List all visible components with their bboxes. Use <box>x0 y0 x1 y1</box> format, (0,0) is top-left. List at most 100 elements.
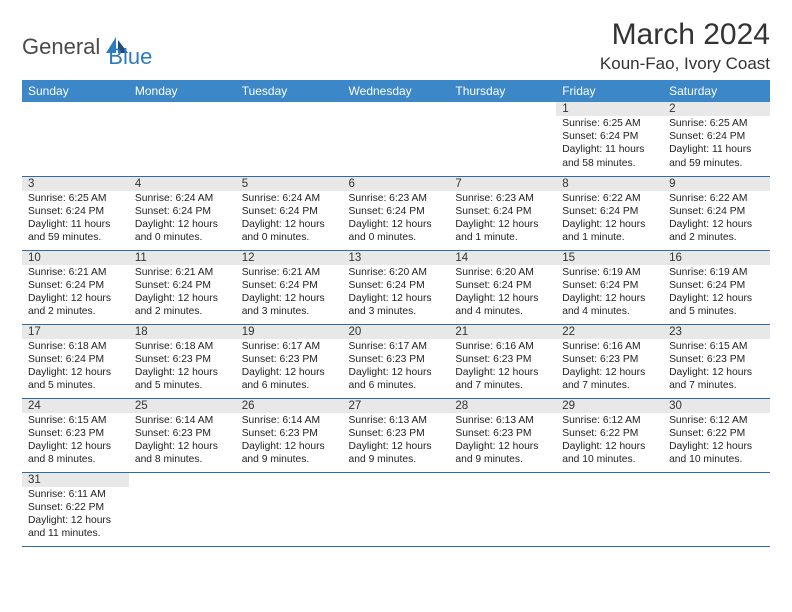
day-details: Sunrise: 6:12 AMSunset: 6:22 PMDaylight:… <box>556 413 663 469</box>
sunrise-text: Sunrise: 6:12 AM <box>669 414 764 427</box>
logo: General Blue <box>22 24 152 70</box>
daylight-text: Daylight: 12 hours and 2 minutes. <box>669 218 764 244</box>
day-number: 15 <box>556 251 663 265</box>
day-details: Sunrise: 6:14 AMSunset: 6:23 PMDaylight:… <box>129 413 236 469</box>
day-number: 23 <box>663 325 770 339</box>
sunrise-text: Sunrise: 6:25 AM <box>669 117 764 130</box>
calendar-day-cell: 23Sunrise: 6:15 AMSunset: 6:23 PMDayligh… <box>663 324 770 398</box>
calendar-day-cell: 26Sunrise: 6:14 AMSunset: 6:23 PMDayligh… <box>236 398 343 472</box>
calendar-day-cell: 27Sunrise: 6:13 AMSunset: 6:23 PMDayligh… <box>343 398 450 472</box>
sunset-text: Sunset: 6:24 PM <box>349 205 444 218</box>
day-number <box>556 473 663 475</box>
page-title: March 2024 <box>600 18 770 52</box>
calendar-day-cell: 21Sunrise: 6:16 AMSunset: 6:23 PMDayligh… <box>449 324 556 398</box>
calendar-day-cell: 6Sunrise: 6:23 AMSunset: 6:24 PMDaylight… <box>343 176 450 250</box>
calendar-day-cell: 5Sunrise: 6:24 AMSunset: 6:24 PMDaylight… <box>236 176 343 250</box>
day-details: Sunrise: 6:24 AMSunset: 6:24 PMDaylight:… <box>236 191 343 247</box>
day-details: Sunrise: 6:11 AMSunset: 6:22 PMDaylight:… <box>22 487 129 543</box>
sunset-text: Sunset: 6:22 PM <box>28 501 123 514</box>
daylight-text: Daylight: 12 hours and 11 minutes. <box>28 514 123 540</box>
logo-text-general: General <box>22 34 100 60</box>
day-number <box>129 473 236 475</box>
calendar-day-cell: 8Sunrise: 6:22 AMSunset: 6:24 PMDaylight… <box>556 176 663 250</box>
sunset-text: Sunset: 6:23 PM <box>242 353 337 366</box>
day-details: Sunrise: 6:20 AMSunset: 6:24 PMDaylight:… <box>343 265 450 321</box>
calendar-day-cell: 2Sunrise: 6:25 AMSunset: 6:24 PMDaylight… <box>663 102 770 176</box>
sunset-text: Sunset: 6:23 PM <box>455 353 550 366</box>
calendar-day-cell <box>236 102 343 176</box>
day-details: Sunrise: 6:25 AMSunset: 6:24 PMDaylight:… <box>22 191 129 247</box>
day-number: 4 <box>129 177 236 191</box>
location-label: Koun-Fao, Ivory Coast <box>600 54 770 74</box>
sunset-text: Sunset: 6:24 PM <box>28 353 123 366</box>
calendar-week-row: 1Sunrise: 6:25 AMSunset: 6:24 PMDaylight… <box>22 102 770 176</box>
day-details: Sunrise: 6:25 AMSunset: 6:24 PMDaylight:… <box>663 116 770 172</box>
calendar-day-cell: 20Sunrise: 6:17 AMSunset: 6:23 PMDayligh… <box>343 324 450 398</box>
daylight-text: Daylight: 12 hours and 6 minutes. <box>242 366 337 392</box>
calendar-day-cell: 13Sunrise: 6:20 AMSunset: 6:24 PMDayligh… <box>343 250 450 324</box>
day-number: 30 <box>663 399 770 413</box>
day-number <box>129 102 236 104</box>
calendar-day-cell: 11Sunrise: 6:21 AMSunset: 6:24 PMDayligh… <box>129 250 236 324</box>
calendar-day-cell: 15Sunrise: 6:19 AMSunset: 6:24 PMDayligh… <box>556 250 663 324</box>
calendar-day-cell: 18Sunrise: 6:18 AMSunset: 6:23 PMDayligh… <box>129 324 236 398</box>
calendar-day-cell: 16Sunrise: 6:19 AMSunset: 6:24 PMDayligh… <box>663 250 770 324</box>
day-number: 17 <box>22 325 129 339</box>
day-number: 21 <box>449 325 556 339</box>
weekday-header: Friday <box>556 80 663 102</box>
day-details: Sunrise: 6:16 AMSunset: 6:23 PMDaylight:… <box>556 339 663 395</box>
daylight-text: Daylight: 12 hours and 9 minutes. <box>242 440 337 466</box>
daylight-text: Daylight: 12 hours and 9 minutes. <box>455 440 550 466</box>
day-number: 9 <box>663 177 770 191</box>
daylight-text: Daylight: 12 hours and 4 minutes. <box>455 292 550 318</box>
day-details: Sunrise: 6:22 AMSunset: 6:24 PMDaylight:… <box>556 191 663 247</box>
calendar-day-cell: 17Sunrise: 6:18 AMSunset: 6:24 PMDayligh… <box>22 324 129 398</box>
day-details: Sunrise: 6:21 AMSunset: 6:24 PMDaylight:… <box>129 265 236 321</box>
daylight-text: Daylight: 12 hours and 7 minutes. <box>669 366 764 392</box>
day-number <box>343 473 450 475</box>
sunrise-text: Sunrise: 6:21 AM <box>28 266 123 279</box>
day-number: 8 <box>556 177 663 191</box>
sunrise-text: Sunrise: 6:14 AM <box>135 414 230 427</box>
daylight-text: Daylight: 12 hours and 1 minute. <box>455 218 550 244</box>
day-number: 1 <box>556 102 663 116</box>
sunrise-text: Sunrise: 6:15 AM <box>28 414 123 427</box>
daylight-text: Daylight: 12 hours and 7 minutes. <box>455 366 550 392</box>
sunset-text: Sunset: 6:23 PM <box>349 427 444 440</box>
day-number: 13 <box>343 251 450 265</box>
daylight-text: Daylight: 12 hours and 4 minutes. <box>562 292 657 318</box>
daylight-text: Daylight: 12 hours and 0 minutes. <box>242 218 337 244</box>
sunset-text: Sunset: 6:24 PM <box>669 130 764 143</box>
sunset-text: Sunset: 6:24 PM <box>28 205 123 218</box>
sunrise-text: Sunrise: 6:12 AM <box>562 414 657 427</box>
sunset-text: Sunset: 6:24 PM <box>455 205 550 218</box>
weekday-header: Wednesday <box>343 80 450 102</box>
calendar-week-row: 31Sunrise: 6:11 AMSunset: 6:22 PMDayligh… <box>22 472 770 546</box>
day-details: Sunrise: 6:22 AMSunset: 6:24 PMDaylight:… <box>663 191 770 247</box>
day-details: Sunrise: 6:25 AMSunset: 6:24 PMDaylight:… <box>556 116 663 172</box>
sunset-text: Sunset: 6:23 PM <box>562 353 657 366</box>
sunset-text: Sunset: 6:23 PM <box>135 353 230 366</box>
calendar-day-cell: 9Sunrise: 6:22 AMSunset: 6:24 PMDaylight… <box>663 176 770 250</box>
sunrise-text: Sunrise: 6:25 AM <box>562 117 657 130</box>
day-details: Sunrise: 6:21 AMSunset: 6:24 PMDaylight:… <box>236 265 343 321</box>
sunset-text: Sunset: 6:24 PM <box>349 279 444 292</box>
calendar-day-cell: 24Sunrise: 6:15 AMSunset: 6:23 PMDayligh… <box>22 398 129 472</box>
daylight-text: Daylight: 12 hours and 10 minutes. <box>562 440 657 466</box>
day-number <box>22 102 129 104</box>
day-number: 7 <box>449 177 556 191</box>
daylight-text: Daylight: 12 hours and 3 minutes. <box>242 292 337 318</box>
day-number: 24 <box>22 399 129 413</box>
day-number <box>236 473 343 475</box>
day-details: Sunrise: 6:20 AMSunset: 6:24 PMDaylight:… <box>449 265 556 321</box>
sunset-text: Sunset: 6:24 PM <box>669 205 764 218</box>
day-number <box>449 102 556 104</box>
weekday-header: Thursday <box>449 80 556 102</box>
sunrise-text: Sunrise: 6:14 AM <box>242 414 337 427</box>
daylight-text: Daylight: 12 hours and 1 minute. <box>562 218 657 244</box>
sunrise-text: Sunrise: 6:13 AM <box>455 414 550 427</box>
calendar-day-cell: 22Sunrise: 6:16 AMSunset: 6:23 PMDayligh… <box>556 324 663 398</box>
calendar-day-cell: 31Sunrise: 6:11 AMSunset: 6:22 PMDayligh… <box>22 472 129 546</box>
day-details: Sunrise: 6:19 AMSunset: 6:24 PMDaylight:… <box>556 265 663 321</box>
day-details: Sunrise: 6:13 AMSunset: 6:23 PMDaylight:… <box>449 413 556 469</box>
